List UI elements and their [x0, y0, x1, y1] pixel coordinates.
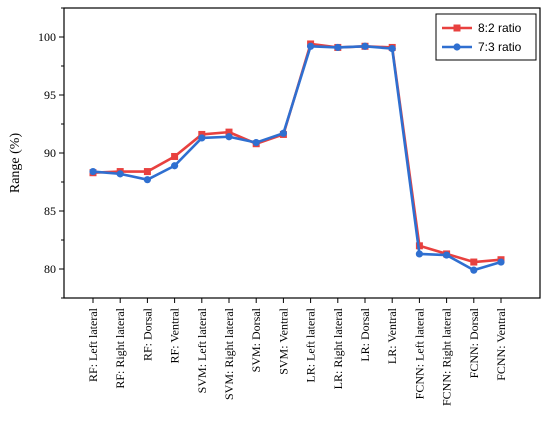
legend-label: 8:2 ratio: [478, 21, 522, 35]
data-point: [171, 162, 179, 170]
data-point: [307, 42, 315, 50]
data-point: [198, 134, 206, 142]
x-axis: RF: Left lateral RF: Right lateral RF: Dor…: [86, 298, 508, 406]
data-point: [252, 138, 260, 147]
legend-marker: [453, 43, 461, 51]
x-tick-label: RF: Right lateral: [113, 307, 127, 388]
x-tick-label: RF: Dorsal: [140, 307, 154, 361]
x-tick-label: SVM: Left lateral: [195, 307, 209, 393]
series-2: [89, 42, 505, 274]
series-line: [92, 44, 502, 272]
y-tick-label: 80: [44, 262, 56, 276]
x-tick-label: LR: Right lateral: [331, 307, 345, 389]
data-point: [361, 42, 369, 50]
data-point: [143, 176, 151, 184]
x-tick-label: SVM: Dorsal: [249, 307, 263, 372]
x-tick-label: SVM: Ventral: [276, 307, 290, 374]
x-tick-label: LR: Ventral: [385, 307, 399, 364]
legend: 8:2 ratio 7:3 ratio: [435, 13, 537, 61]
data-point: [279, 129, 287, 137]
data-point: [388, 45, 396, 53]
legend-marker: [453, 24, 461, 32]
x-tick-label: FCNN: Dorsal: [467, 307, 481, 378]
data-point: [225, 128, 233, 136]
data-point: [225, 133, 233, 141]
series-1: [89, 40, 505, 266]
data-point: [116, 170, 124, 178]
y-tick-label: 95: [44, 88, 56, 102]
data-point: [470, 266, 478, 274]
x-tick-label: LR: Dorsal: [358, 307, 372, 361]
legend-item: 7:3 ratio: [442, 40, 522, 54]
legend-box: [435, 13, 537, 61]
x-tick-label: FCNN: Left lateral: [412, 307, 426, 399]
data-point: [470, 258, 478, 266]
y-tick-label: 90: [44, 146, 56, 160]
x-tick-label: LR: Left lateral: [304, 307, 318, 382]
series-line: [92, 42, 502, 264]
legend-label: 7:3 ratio: [478, 40, 522, 54]
x-tick-label: SVM: Right lateral: [222, 307, 236, 400]
y-tick-label: 85: [44, 204, 56, 218]
data-point: [171, 152, 179, 160]
y-axis: 80 85 90 95 100: [38, 7, 64, 299]
x-tick-label: FCNN: Ventral: [494, 307, 508, 380]
data-point: [334, 43, 342, 52]
x-tick-label: RF: Left lateral: [86, 307, 100, 382]
data-point: [415, 250, 423, 258]
x-tick-label: FCNN: Right lateral: [440, 307, 454, 406]
legend-item: 8:2 ratio: [442, 21, 522, 35]
series-layer: [89, 40, 505, 274]
data-point: [497, 258, 505, 266]
x-tick-label: RF: Ventral: [168, 307, 182, 363]
y-axis-title: Range (%): [8, 133, 23, 194]
data-point: [89, 167, 97, 176]
y-tick-label: 100: [38, 30, 56, 44]
data-point: [143, 168, 151, 176]
data-point: [443, 251, 451, 259]
